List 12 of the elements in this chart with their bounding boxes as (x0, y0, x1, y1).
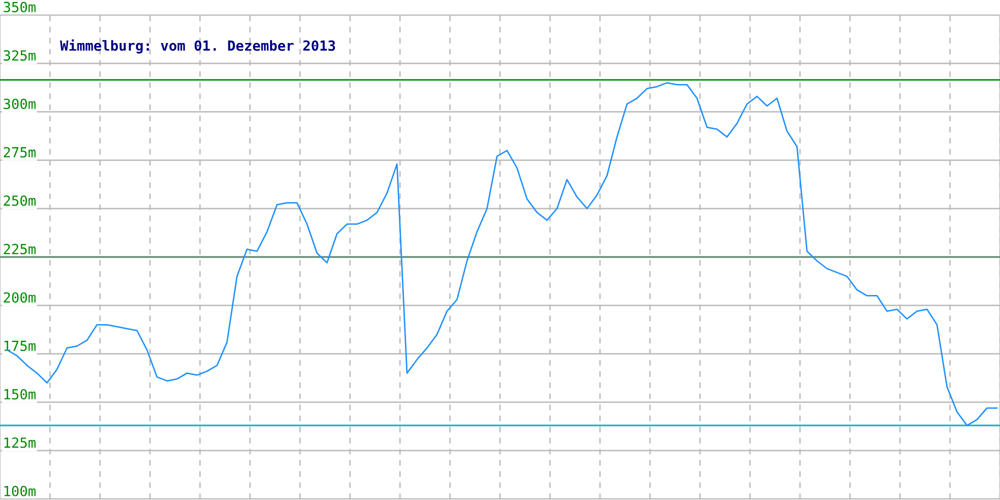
y-tick-label: 250m (4, 195, 36, 206)
text: Wimmelburg: vom 01. Dezember 2013 (60, 39, 336, 54)
y-tick-label: 300m (4, 98, 36, 110)
y-tick-label: 125m (4, 437, 36, 448)
y-tick-label: 275m (4, 147, 36, 158)
y-tick-label: 150m (4, 389, 36, 400)
y-tick-label: 225m (4, 244, 36, 254)
y-tick-label: 175m (4, 340, 36, 352)
y-tick-label: 200m (4, 292, 36, 303)
y-tick-label: 350m (4, 2, 36, 12)
y-tick-label: 100m (4, 486, 36, 496)
y-tick-label: 325m (4, 50, 36, 61)
